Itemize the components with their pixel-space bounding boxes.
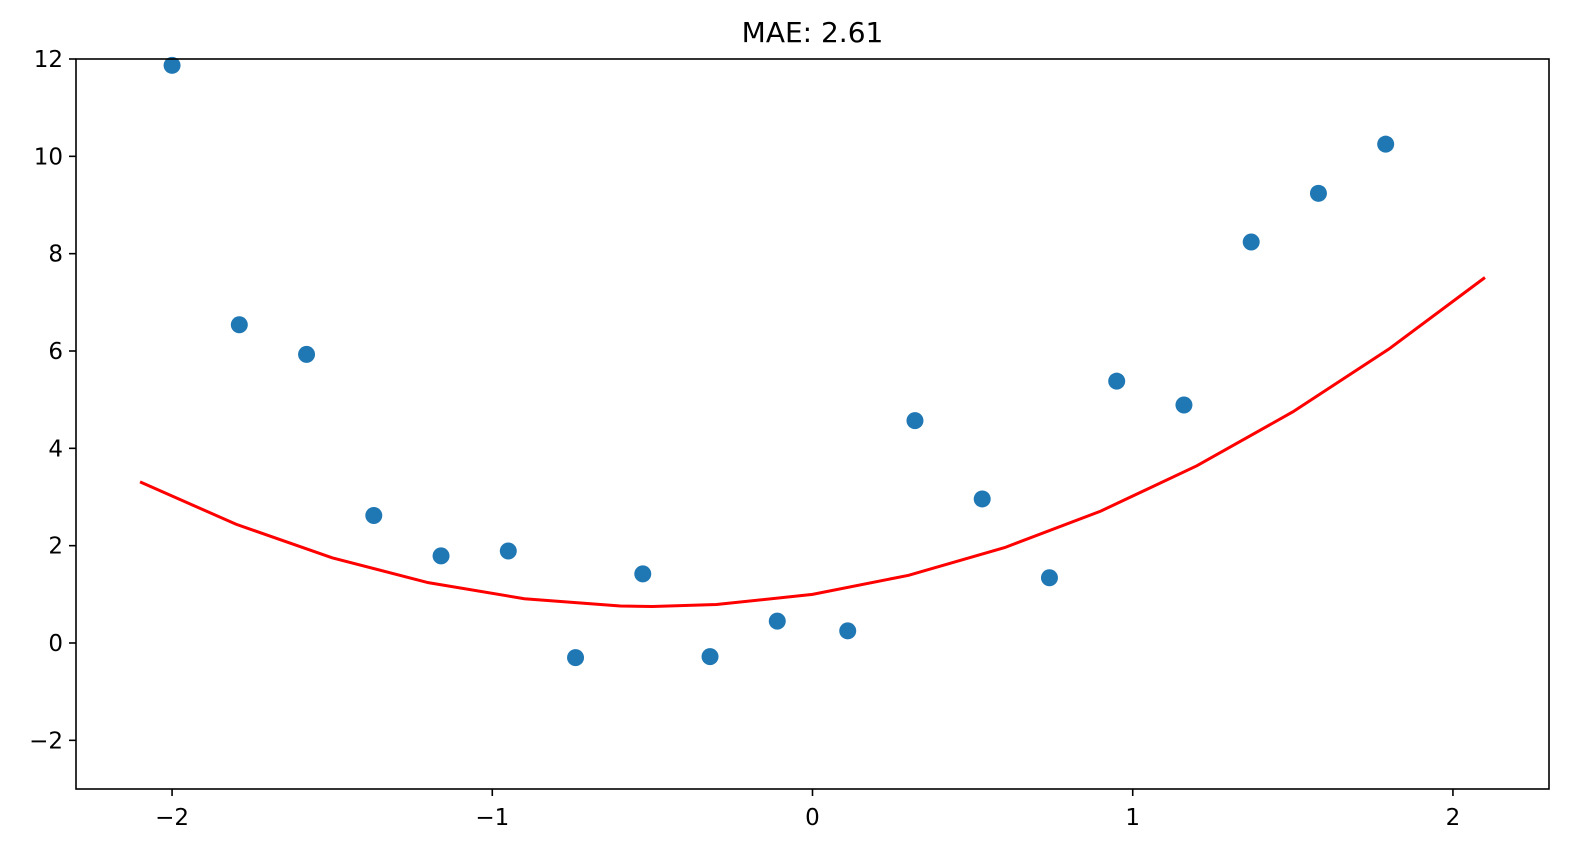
y-tick-label: 0	[48, 631, 63, 657]
data-point	[1108, 372, 1126, 390]
data-point	[432, 547, 450, 565]
data-point	[839, 622, 857, 640]
y-axis: −2 0 2 4 6 8 10 12	[29, 47, 76, 754]
x-tick-label: 2	[1446, 805, 1461, 831]
data-point	[634, 565, 652, 583]
fit-curve-line	[139, 276, 1486, 609]
data-point	[298, 345, 316, 363]
data-point	[1175, 396, 1193, 414]
y-tick-label: −2	[29, 728, 63, 754]
x-tick-label: 0	[805, 805, 820, 831]
data-point	[1242, 233, 1260, 251]
x-tick-label: −2	[155, 805, 189, 831]
x-tick-label: 1	[1125, 805, 1140, 831]
data-point	[701, 648, 719, 666]
y-tick-label: 10	[34, 144, 63, 170]
y-tick-label: 2	[48, 534, 63, 560]
axes-frame	[75, 58, 1550, 790]
data-point	[1040, 569, 1058, 587]
data-point	[1309, 184, 1327, 202]
y-tick-label: 6	[48, 339, 63, 365]
data-point	[567, 649, 585, 667]
data-point	[768, 612, 786, 630]
x-axis: −2 −1 0 1 2	[155, 789, 1460, 831]
y-tick-label: 12	[34, 47, 63, 73]
data-point	[906, 412, 924, 430]
data-point	[163, 56, 181, 74]
y-tick-label: 4	[48, 436, 63, 462]
data-point	[365, 506, 383, 524]
data-point	[973, 490, 991, 508]
plot-area	[139, 56, 1486, 667]
data-point	[230, 316, 248, 334]
x-tick-label: −1	[475, 805, 509, 831]
y-tick-label: 8	[48, 242, 63, 268]
data-point	[499, 542, 517, 560]
chart-title: MAE: 2.61	[742, 16, 884, 49]
data-point	[1377, 135, 1395, 153]
